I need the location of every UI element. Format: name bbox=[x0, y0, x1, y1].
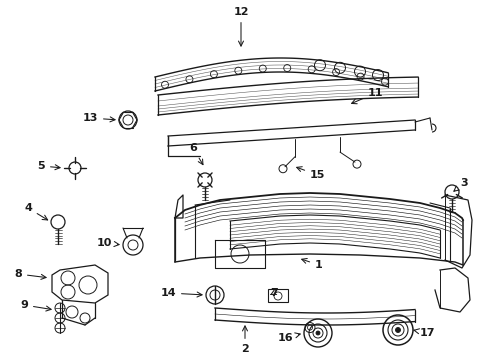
Text: 7: 7 bbox=[269, 288, 277, 298]
Text: 9: 9 bbox=[20, 300, 51, 311]
Text: 1: 1 bbox=[301, 258, 322, 270]
Text: 5: 5 bbox=[37, 161, 60, 171]
Text: 16: 16 bbox=[277, 333, 300, 343]
Text: 13: 13 bbox=[82, 113, 115, 123]
Text: 10: 10 bbox=[97, 238, 119, 248]
Text: 2: 2 bbox=[241, 326, 248, 354]
Text: 4: 4 bbox=[24, 203, 47, 220]
Text: 8: 8 bbox=[14, 269, 46, 279]
Text: 12: 12 bbox=[233, 7, 248, 46]
Text: 17: 17 bbox=[413, 328, 435, 338]
Text: 14: 14 bbox=[160, 288, 202, 298]
Text: 15: 15 bbox=[296, 167, 325, 180]
Circle shape bbox=[315, 331, 319, 335]
Text: 6: 6 bbox=[189, 143, 203, 165]
Text: 3: 3 bbox=[453, 178, 467, 191]
Text: 11: 11 bbox=[351, 88, 383, 104]
Circle shape bbox=[395, 328, 400, 333]
